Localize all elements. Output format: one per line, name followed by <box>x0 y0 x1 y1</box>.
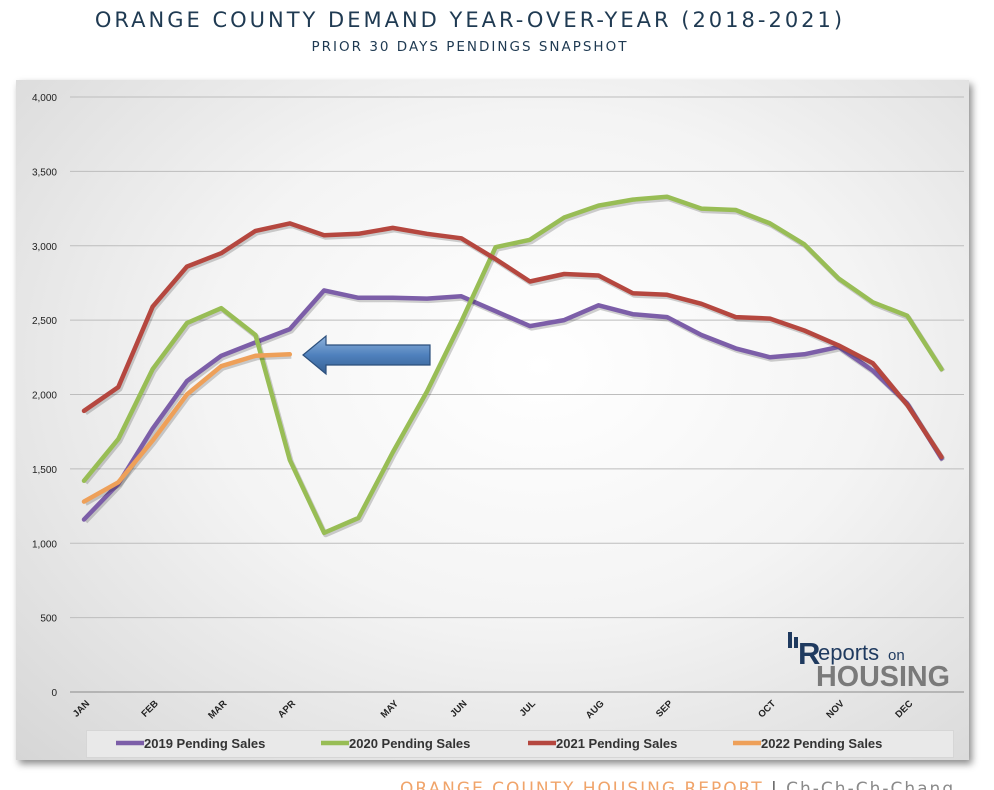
logo-word-on: on <box>888 647 905 664</box>
series-shadow <box>84 222 946 461</box>
series-line <box>81 352 293 504</box>
x-tick-label: APR <box>276 698 298 720</box>
legend-label: 2019 Pending Sales <box>144 736 265 751</box>
legend-label: 2021 Pending Sales <box>556 736 677 751</box>
x-tick-label: DEC <box>893 698 915 720</box>
chart-panel: 0 500 1,000 1,500 2,000 2,500 3,000 3,500 4,000 J… <box>16 80 969 760</box>
y-tick-label: 4,000 <box>32 93 57 104</box>
legend-label: 2022 Pending Sales <box>761 736 882 751</box>
reports-on-housing-logo: R eports on HOUSING <box>788 632 950 693</box>
y-tick-label: 2,000 <box>32 391 57 402</box>
logo-word-housing: HOUSING <box>816 661 950 693</box>
series-line <box>81 288 944 522</box>
x-tick-label: JAN <box>71 698 92 719</box>
x-tick-label: OCT <box>756 698 778 720</box>
y-tick-label: 500 <box>40 614 57 625</box>
x-tick-label: JUN <box>448 698 469 719</box>
line-chart: 0 500 1,000 1,500 2,000 2,500 3,000 3,500 4,000 J… <box>32 93 964 751</box>
series-line <box>81 194 944 536</box>
x-tick-label: AUG <box>584 698 607 721</box>
x-tick-label: MAR <box>206 698 229 721</box>
x-tick-label: NOV <box>824 698 847 721</box>
y-tick-label: 1,500 <box>32 465 57 476</box>
y-tick-label: 2,500 <box>32 316 57 327</box>
footer-report-name: ORANGE COUNTY HOUSING REPORT <box>400 779 764 790</box>
x-tick-label: JUL <box>518 698 539 719</box>
y-tick-label: 0 <box>51 688 57 699</box>
y-tick-label: 1,000 <box>32 539 57 550</box>
y-tick-label: 3,500 <box>32 167 57 178</box>
y-tick-label: 3,000 <box>32 242 57 253</box>
logo-word-eports: eports <box>818 640 879 665</box>
x-tick-label: MAY <box>379 698 402 721</box>
footer-banner: ORANGE COUNTY HOUSING REPORT | Ch-Ch-Ch-… <box>400 779 994 790</box>
legend-box <box>86 730 954 758</box>
series-line <box>81 221 944 460</box>
annotation-arrow <box>302 334 431 376</box>
logo-letter-r: R <box>798 636 820 671</box>
x-tick-label: FEB <box>140 698 161 719</box>
x-tick-label: SEP <box>654 698 676 720</box>
legend-label: 2020 Pending Sales <box>349 736 470 751</box>
chart-title: ORANGE COUNTY DEMAND YEAR-OVER-YEAR (201… <box>94 8 846 32</box>
chart-subtitle: PRIOR 30 DAYS PENDINGS SNAPSHOT <box>311 39 629 55</box>
footer-tagline: Ch-Ch-Ch-Chang <box>786 779 956 790</box>
series-shadow <box>83 289 946 524</box>
footer-separator: | <box>763 779 787 790</box>
